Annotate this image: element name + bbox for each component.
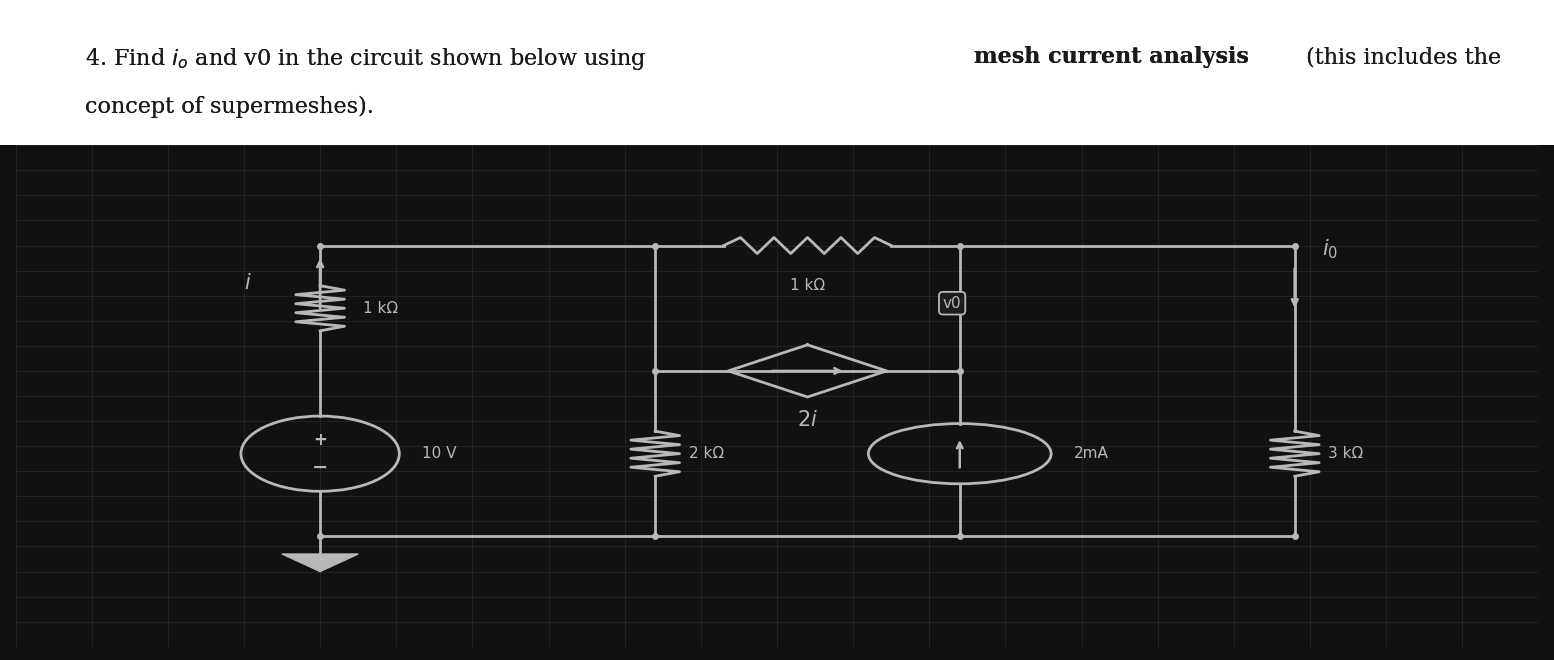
Text: mesh current analysis: mesh current analysis (974, 46, 1249, 68)
Text: $2i$: $2i$ (797, 410, 817, 430)
Text: (this includes the: (this includes the (1299, 46, 1501, 68)
Text: 1 kΩ: 1 kΩ (789, 278, 825, 293)
Text: (this includes the: (this includes the (1299, 46, 1501, 68)
Text: +: + (314, 430, 326, 449)
Text: v0: v0 (943, 296, 962, 311)
Text: 1 kΩ: 1 kΩ (362, 301, 398, 315)
Text: $i$: $i$ (244, 273, 252, 293)
Text: $i_0$: $i_0$ (1322, 237, 1338, 261)
Text: concept of supermeshes).: concept of supermeshes). (85, 96, 375, 117)
Text: concept of supermeshes).: concept of supermeshes). (85, 96, 375, 117)
Text: 2 kΩ: 2 kΩ (688, 446, 724, 461)
Text: 2mA: 2mA (1074, 446, 1110, 461)
Text: −: − (312, 458, 328, 477)
Text: 3 kΩ: 3 kΩ (1329, 446, 1363, 461)
Polygon shape (283, 554, 359, 572)
Text: 10 V: 10 V (423, 446, 457, 461)
Text: mesh current analysis: mesh current analysis (974, 46, 1249, 68)
Text: 4. Find $i_o$ and v0 in the circuit shown below using: 4. Find $i_o$ and v0 in the circuit show… (85, 46, 648, 72)
Text: 4. Find $i_o$ and v0 in the circuit shown below using: 4. Find $i_o$ and v0 in the circuit show… (85, 46, 648, 72)
